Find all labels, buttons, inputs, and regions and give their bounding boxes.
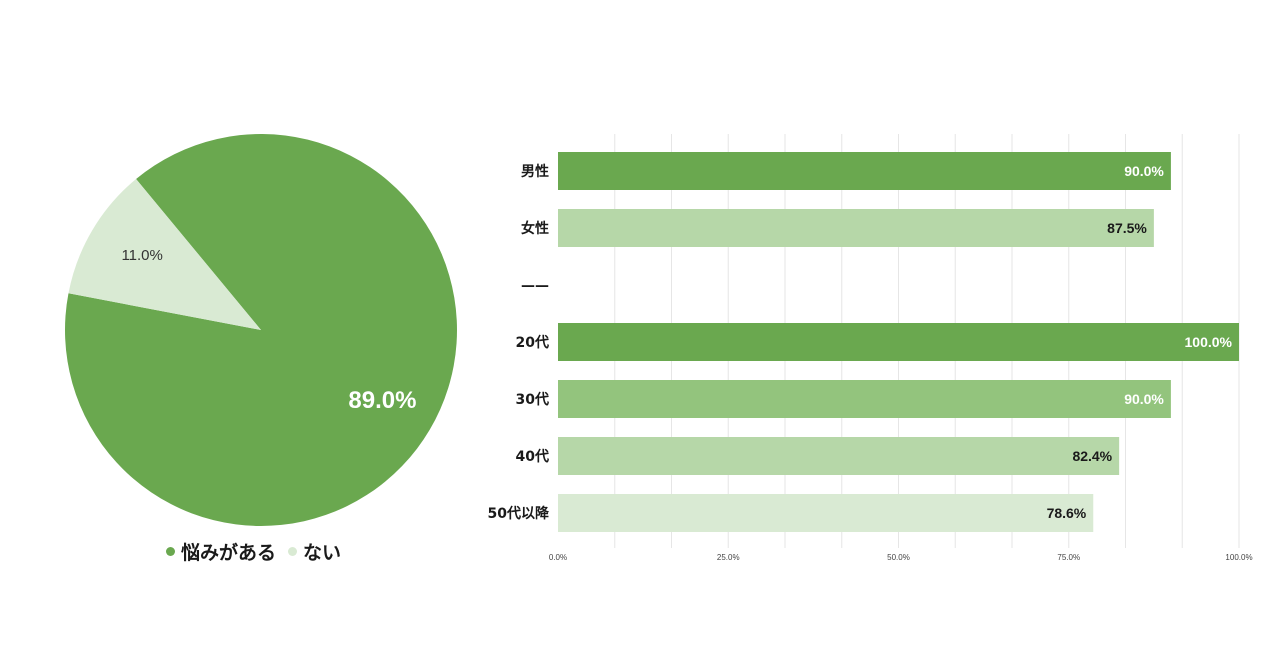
legend-swatch-nai bbox=[288, 547, 298, 556]
category-label-2: —— bbox=[521, 278, 549, 294]
legend-swatch-nayami bbox=[166, 547, 175, 556]
bar-value-label-4: 90.0% bbox=[1124, 391, 1164, 407]
bar-value-label-1: 87.5% bbox=[1107, 220, 1147, 236]
pie-slice-label-0: 89.0% bbox=[348, 387, 416, 414]
legend-label-nai: ない bbox=[303, 542, 342, 564]
legend-label-nayami: 悩みがある bbox=[181, 542, 277, 564]
bar-value-label-6: 78.6% bbox=[1047, 505, 1087, 521]
x-tick-label-3: 75.0% bbox=[1057, 553, 1080, 562]
pie-slice-1 bbox=[68, 178, 261, 330]
bar-3 bbox=[558, 323, 1239, 361]
category-label-1: 女性 bbox=[521, 220, 549, 237]
legend-item-nayami: 悩みがある bbox=[166, 538, 276, 565]
x-tick-label-0: 0.0% bbox=[549, 553, 567, 562]
category-label-4: 30代 bbox=[516, 391, 549, 408]
bar-0 bbox=[558, 152, 1171, 190]
bar-6 bbox=[558, 494, 1094, 532]
category-label-0: 男性 bbox=[521, 163, 549, 180]
category-label-6: 50代以降 bbox=[488, 505, 550, 522]
bar-1 bbox=[558, 209, 1154, 247]
bar-value-label-0: 90.0% bbox=[1124, 163, 1164, 179]
legend-item-nai: ない bbox=[288, 538, 341, 565]
x-tick-label-1: 25.0% bbox=[717, 553, 740, 562]
bar-value-label-5: 82.4% bbox=[1072, 448, 1112, 464]
bar-4 bbox=[558, 380, 1171, 418]
x-tick-label-2: 50.0% bbox=[887, 553, 910, 562]
x-tick-label-4: 100.0% bbox=[1225, 553, 1252, 562]
bar-5 bbox=[558, 437, 1120, 475]
category-label-5: 40代 bbox=[516, 448, 549, 465]
bar-value-label-3: 100.0% bbox=[1185, 334, 1233, 350]
pie-slice-label-1: 11.0% bbox=[121, 247, 162, 264]
category-label-3: 20代 bbox=[516, 334, 549, 351]
pie-legend: 悩みがある ない bbox=[166, 538, 353, 565]
